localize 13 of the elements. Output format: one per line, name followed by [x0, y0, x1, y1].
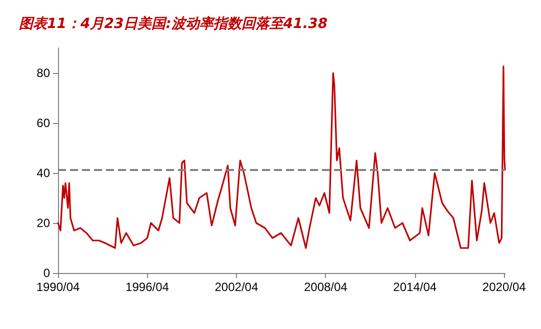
- x-tick-label: 2020/04: [482, 280, 526, 294]
- y-tick-label: 20: [36, 216, 50, 230]
- y-tick-label: 40: [36, 166, 50, 180]
- x-tick-label: 1996/04: [126, 280, 170, 294]
- x-tick-label: 2008/04: [304, 280, 348, 294]
- x-tick-label: 2002/04: [214, 280, 258, 294]
- y-tick-label: 0: [43, 266, 50, 280]
- x-tick-label: 2014/04: [393, 280, 437, 294]
- x-tick-label: 1990/04: [36, 280, 80, 294]
- y-tick-label: 60: [36, 116, 50, 130]
- chart-title: 图表11：4月23日美国:波动率指数回落至41.38: [19, 15, 328, 32]
- y-tick-label: 80: [36, 66, 50, 80]
- line-series: [57, 65, 506, 249]
